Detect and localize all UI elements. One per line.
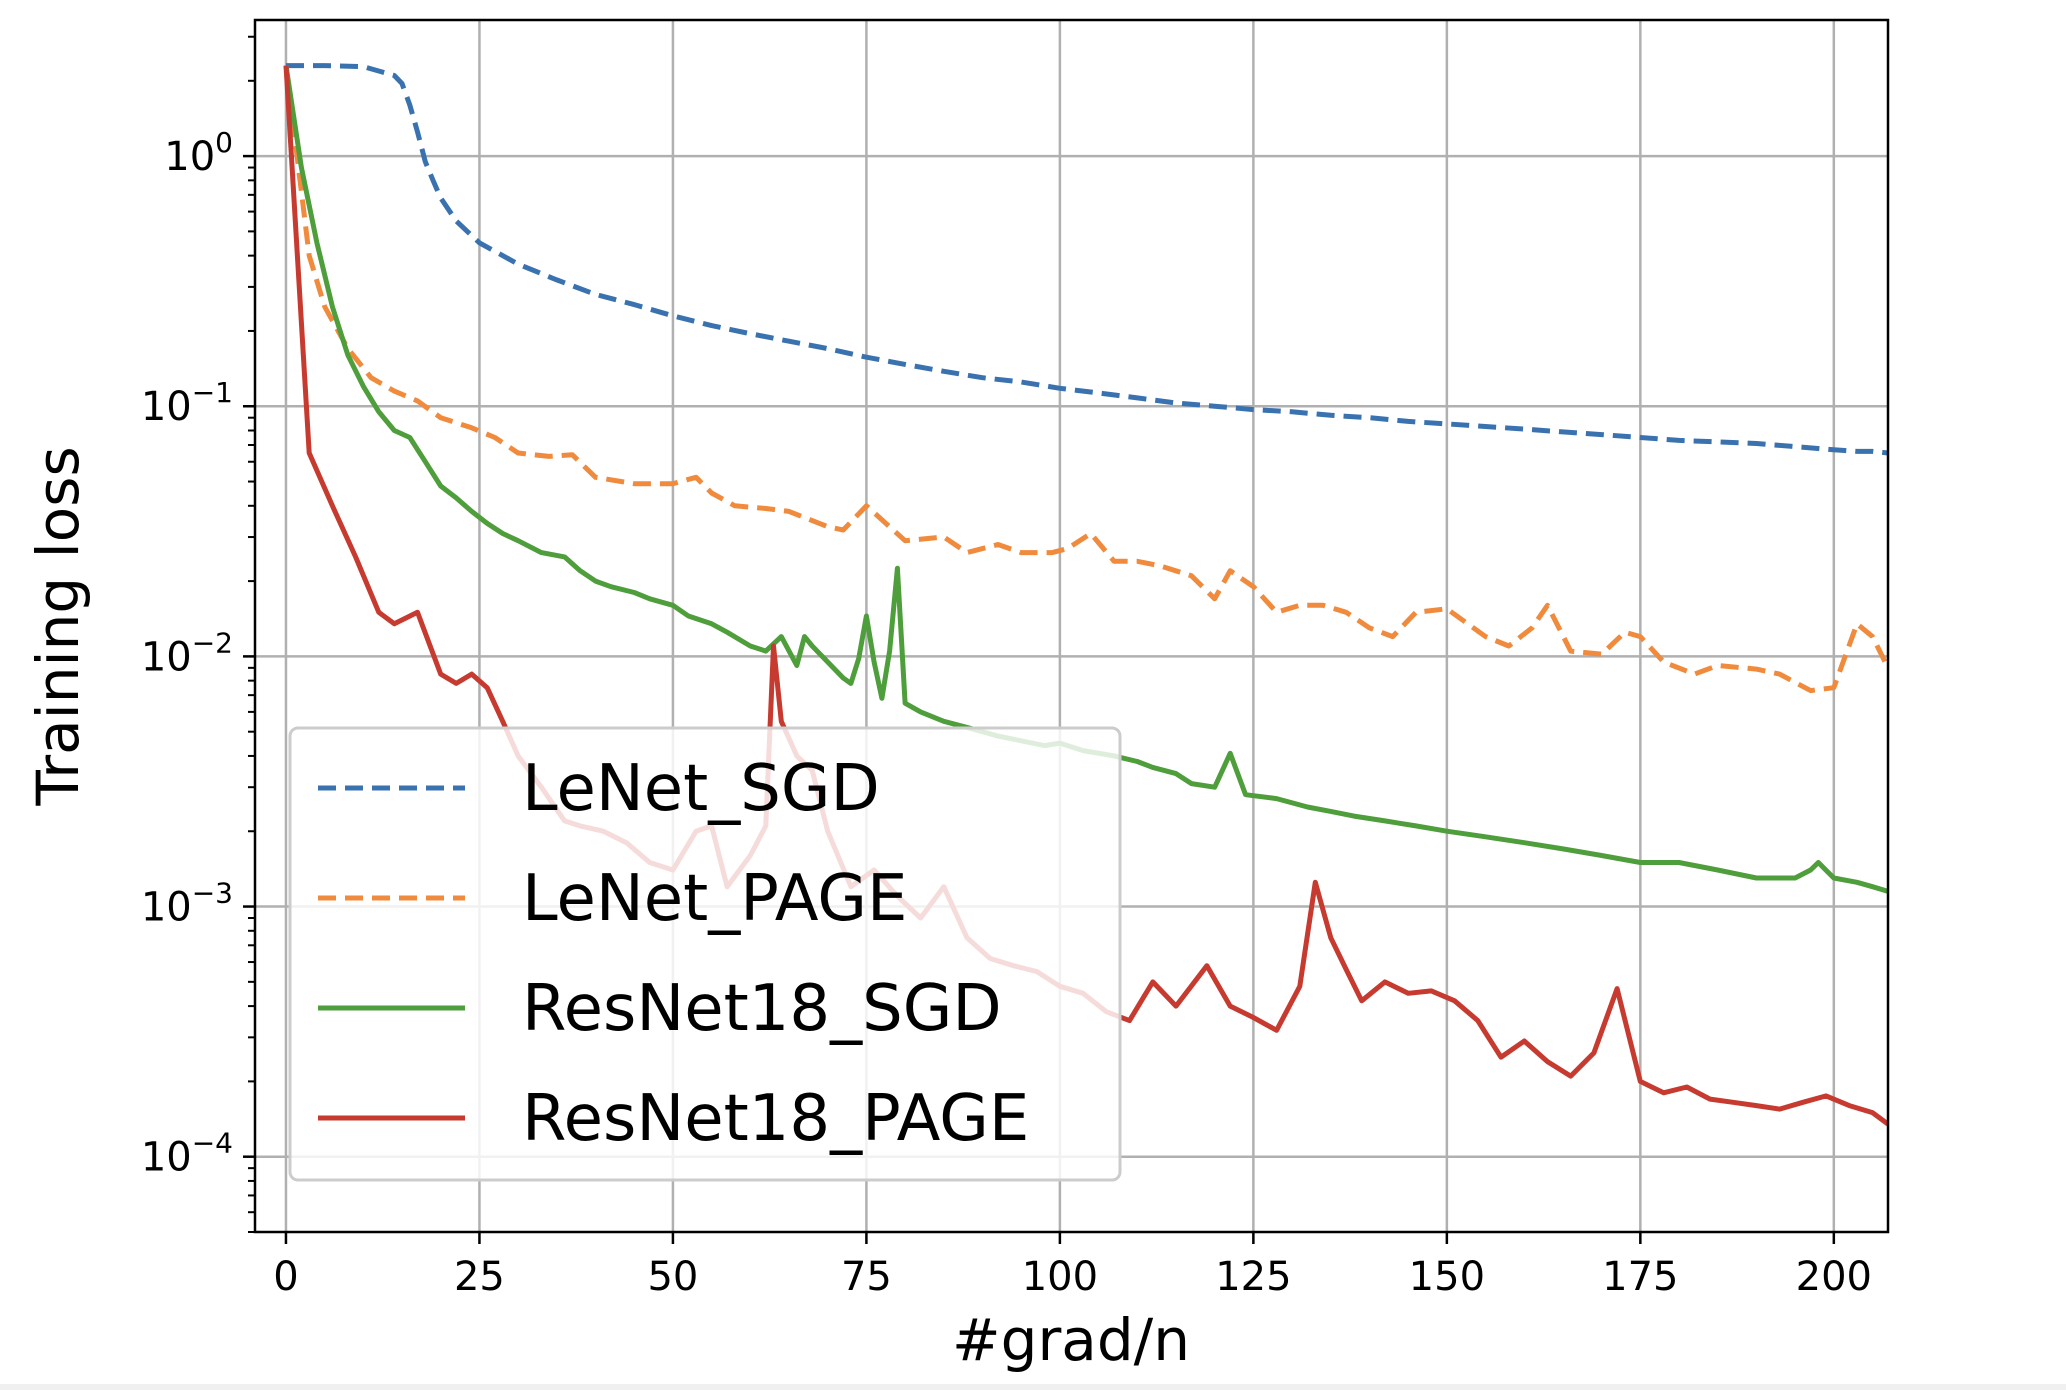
- y-tick-label: 10−1: [141, 376, 233, 430]
- x-tick-label: 0: [273, 1254, 298, 1300]
- y-tick-label: 100: [164, 126, 233, 180]
- series-line-resnet18-sgd: [283, 65, 1888, 894]
- plot-frame: [253, 18, 1890, 1234]
- x-tick-label: 25: [454, 1254, 505, 1300]
- x-tick-label: 200: [1796, 1254, 1872, 1300]
- y-tick-label: 10−4: [141, 1127, 233, 1181]
- x-axis-label: #grad/n: [952, 1306, 1190, 1374]
- x-tick-label: 50: [647, 1254, 698, 1300]
- legend-box: [288, 726, 1122, 1182]
- legend-label: ResNet18_PAGE: [522, 1082, 1029, 1156]
- series-line-lenet-sgd: [286, 63, 1888, 456]
- y-tick-label: 10−3: [141, 877, 233, 931]
- page-bottom-edge: [0, 1384, 2066, 1390]
- legend-label: ResNet18_SGD: [522, 972, 1002, 1046]
- y-axis-label: Training loss: [24, 446, 92, 806]
- y-tick-label: 10−2: [141, 626, 233, 680]
- legend-label: LeNet_PAGE: [522, 862, 907, 936]
- legend: LeNet_SGD LeNet_PAGE ResNet18_SGD ResNet18_…: [288, 726, 1122, 1182]
- legend-label: LeNet_SGD: [522, 752, 880, 826]
- x-tick-label: 150: [1409, 1254, 1485, 1300]
- x-tick-label: 125: [1215, 1254, 1291, 1300]
- x-tick-label: 75: [841, 1254, 892, 1300]
- axis-ticks: 0 25 50 75 100 125 150 175 200 100 10−1 10−2 10−3 10−…: [141, 35, 1872, 1300]
- series-line-lenet-page: [283, 65, 1888, 694]
- x-tick-label: 175: [1602, 1254, 1678, 1300]
- x-tick-label: 100: [1022, 1254, 1098, 1300]
